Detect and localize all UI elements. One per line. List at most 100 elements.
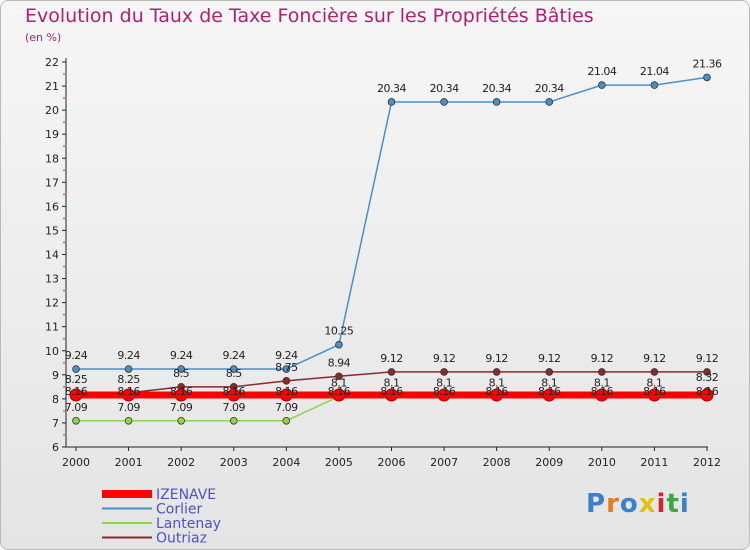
series-line (76, 76, 708, 370)
data-point (492, 368, 501, 376)
data-label: 8.16 (328, 385, 351, 398)
data-point (332, 388, 346, 402)
data-point (227, 388, 241, 402)
data-point (598, 368, 606, 376)
x-tick-label: 2006 (378, 456, 406, 469)
data-label: 8.16 (380, 385, 403, 398)
logo-letter: P (586, 489, 607, 519)
x-tick-label: 2003 (220, 456, 248, 469)
data-label: 7.09 (117, 401, 140, 414)
x-tick-label: 2004 (272, 456, 300, 469)
data-point (69, 388, 83, 402)
chart-subtitle: (en %) (25, 31, 62, 44)
data-point (440, 368, 448, 376)
data-point (490, 388, 504, 402)
x-tick-label: 2000 (62, 456, 90, 469)
y-tick-label: 12 (45, 297, 59, 310)
x-tick-label: 2009 (535, 456, 563, 469)
data-label: 8.75 (275, 361, 298, 374)
data-point (282, 416, 291, 425)
data-label: 9.24 (170, 349, 193, 362)
data-point (279, 388, 293, 402)
data-label: 8.16 (275, 385, 298, 398)
y-tick-label: 7 (52, 417, 59, 430)
x-tick-label: 2008 (483, 456, 511, 469)
data-label: 8.16 (170, 385, 193, 398)
logo-letter: x (638, 489, 657, 519)
data-label: 20.34 (535, 82, 564, 95)
data-point (700, 388, 714, 402)
data-label: 8.16 (485, 385, 508, 398)
y-tick-label: 11 (45, 321, 59, 334)
data-label: 8.16 (433, 385, 456, 398)
labels-outriaz: 8.25 8.25 8.5 8.5 8.75 8.94 9.12 9.12 9.12 9.12 9.… (65, 352, 719, 386)
x-tick-label: 2002 (167, 456, 195, 469)
data-label: 9.12 (643, 352, 666, 365)
series-izenave (69, 388, 714, 402)
data-point (122, 388, 136, 402)
data-point (650, 368, 659, 376)
y-minor-tick (63, 241, 65, 244)
data-point (174, 388, 188, 402)
data-label: 8.16 (538, 385, 561, 398)
y-tick-label: 18 (45, 152, 59, 165)
y-tick-label: 21 (45, 80, 59, 93)
data-label: 8.16 (65, 385, 88, 398)
data-label: 7.09 (223, 401, 246, 414)
chart-title: Evolution du Taux de Taxe Foncière sur l… (25, 5, 594, 27)
labels-corlier: 9.24 9.24 9.24 9.24 9.24 10.25 20.34 20.34 20.34… (65, 57, 723, 362)
series-corlier (72, 73, 711, 373)
data-point (335, 340, 343, 349)
data-label: 7.09 (275, 401, 298, 414)
y-tick-label: 14 (45, 249, 59, 262)
data-point (124, 416, 133, 425)
data-label: 8.1 (594, 376, 610, 389)
y-minor-tick (63, 313, 65, 316)
data-point (598, 81, 606, 89)
y-tick-label: 10 (45, 345, 59, 358)
data-label: 9.24 (223, 349, 246, 362)
y-minor-tick (63, 73, 65, 75)
data-label: 8.16 (117, 385, 140, 398)
data-point (177, 365, 185, 373)
y-minor-tick (63, 265, 65, 268)
data-label: 9.12 (696, 352, 719, 365)
y-minor-tick (63, 361, 65, 364)
y-tick-label: 22 (45, 56, 59, 69)
data-label: 21.04 (640, 65, 669, 78)
logo-letter: o (619, 489, 639, 519)
data-point (177, 416, 185, 425)
data-label: 8.32 (696, 371, 719, 384)
data-label: 9.12 (538, 352, 561, 365)
data-label: 7.09 (65, 401, 88, 414)
data-label: 8.1 (331, 376, 347, 389)
data-label: 8.94 (328, 356, 351, 369)
y-minor-tick (63, 121, 65, 123)
y-tick-label: 6 (52, 441, 59, 454)
y-minor-tick (63, 410, 65, 412)
legend-label: Outriaz (156, 531, 207, 547)
data-label: 8.1 (384, 376, 400, 389)
data-label: 8.16 (696, 385, 719, 398)
legend-label: Lantenay (156, 516, 221, 532)
data-label: 9.12 (485, 352, 508, 365)
proxiti-logo: Proxiti (586, 489, 690, 519)
y-minor-tick (63, 434, 65, 436)
data-point (595, 388, 609, 402)
data-label: 8.5 (226, 367, 242, 380)
data-label: 8.25 (117, 373, 140, 386)
data-label: 8.25 (65, 373, 88, 386)
data-point (387, 98, 396, 106)
y-tick-label: 20 (45, 104, 59, 117)
y-minor-tick (63, 217, 65, 220)
x-tick-label: 2011 (640, 456, 668, 469)
y-minor-tick (63, 97, 65, 99)
data-point (282, 365, 291, 373)
legend-label: IZENAVE (156, 487, 216, 503)
x-tick-label: 2005 (325, 456, 353, 469)
data-label: 7.09 (170, 401, 193, 414)
data-label: 9.12 (380, 352, 403, 365)
data-label: 20.34 (482, 82, 511, 95)
